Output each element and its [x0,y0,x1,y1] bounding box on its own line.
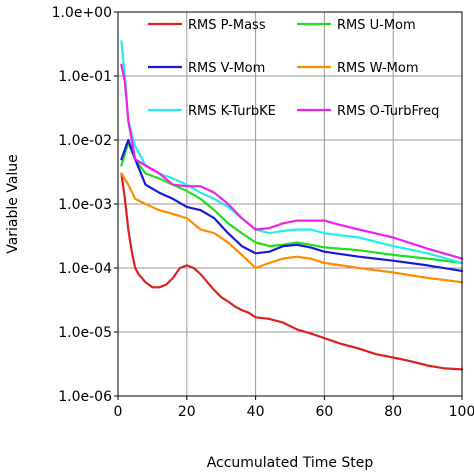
y-tick-label: 1.0e-01 [58,69,112,85]
x-tick-label: 20 [178,404,196,420]
x-tick-label: 80 [384,404,402,420]
x-tick-label: 40 [247,404,265,420]
legend-label-rms-k-turbke: RMS K-TurbKE [188,104,276,119]
series-line-rms-p-mass [120,172,464,371]
y-tick-label: 1.0e-04 [58,261,112,277]
y-tick-label: 1.0e-02 [58,133,112,149]
y-axis-ticks: 1.0e+00 1.0e-01 1.0e-02 1.0e-03 1.0e-04 1.0e-… [52,5,118,405]
x-tick-label: 100 [449,404,474,420]
series-line-rms-u-mom [120,141,464,264]
series-layer [120,40,464,371]
y-axis-title: Variable Value [5,154,21,254]
x-tick-label: 0 [114,404,123,420]
x-tick-label: 60 [315,404,333,420]
legend-label-rms-v-mom: RMS V-Mom [188,61,265,76]
legend-label-rms-w-mom: RMS W-Mom [337,61,419,76]
x-axis-ticks: 0 20 40 60 80 100 [114,396,474,420]
legend-label-rms-p-mass: RMS P-Mass [188,18,266,33]
y-tick-label: 1.0e+00 [52,5,112,21]
y-tick-label: 1.0e-06 [58,389,112,405]
grid [118,12,462,396]
y-tick-label: 1.0e-05 [58,325,112,341]
y-tick-label: 1.0e-03 [58,197,112,213]
series-line-rms-v-mom [120,138,464,272]
legend: RMS P-Mass RMS U-Mom RMS V-Mom RMS W-Mom RMS… [148,18,439,119]
series-line-rms-o-turbfreq [120,63,464,260]
legend-label-rms-u-mom: RMS U-Mom [337,18,416,33]
series-line-rms-w-mom [120,172,464,284]
x-axis-title: Accumulated Time Step [207,455,374,471]
legend-label-rms-o-turbfreq: RMS O-TurbFreq [337,104,439,119]
